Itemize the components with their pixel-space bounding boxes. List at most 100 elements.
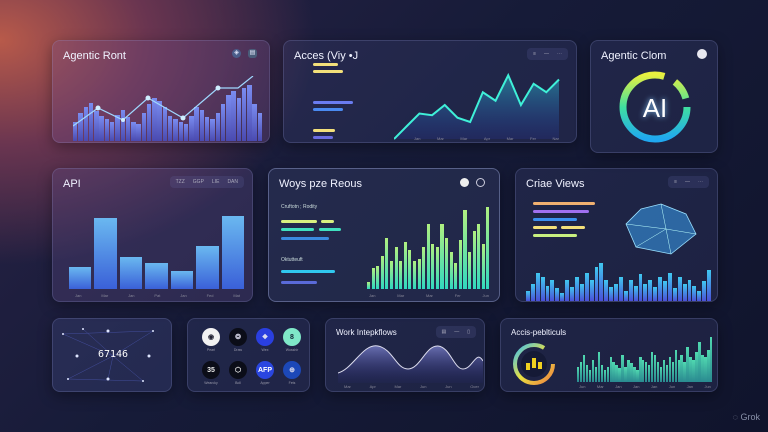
menu-button[interactable]: ≡ <box>533 51 536 57</box>
bar <box>178 122 184 141</box>
bar <box>663 281 667 301</box>
bar <box>94 218 117 289</box>
app-icon-pearl[interactable]: ◉ <box>202 328 220 346</box>
app-icon-apper[interactable]: AFP <box>256 361 274 379</box>
bar <box>658 276 663 301</box>
bar <box>486 206 490 289</box>
bar-chart <box>367 205 491 289</box>
panel-toolbar: TZZ GGP LIE DAN <box>169 176 244 188</box>
bar <box>604 280 609 301</box>
bar <box>183 123 189 141</box>
bar <box>431 244 435 289</box>
bar <box>145 262 168 289</box>
bar <box>606 367 610 382</box>
bar <box>627 359 630 382</box>
bar <box>477 223 481 289</box>
bar <box>146 103 152 141</box>
bar-chart <box>526 259 712 301</box>
bar <box>633 367 636 382</box>
app-label: Pearl <box>206 348 216 352</box>
bar <box>628 280 633 301</box>
ai-label: AI <box>642 93 668 123</box>
bar <box>199 110 205 141</box>
bar <box>119 256 143 289</box>
bar <box>615 364 618 382</box>
bar <box>173 119 178 141</box>
minimize-button[interactable]: — <box>544 51 549 57</box>
bar <box>435 247 439 289</box>
bar <box>619 276 623 301</box>
network-panel: 67146 <box>52 318 172 392</box>
app-label: Boll <box>235 381 241 385</box>
bar <box>168 116 173 141</box>
app-icon-boll[interactable]: ⬡ <box>229 361 247 379</box>
bar <box>458 240 462 289</box>
app-label: Wearcky <box>204 381 218 385</box>
bar <box>710 337 713 382</box>
woys-panel: Woys pze Reous Cruftotn ; Rodity Oktutte… <box>268 168 500 302</box>
bar <box>697 290 702 301</box>
app-icon-wosshir[interactable]: 8 <box>283 328 301 346</box>
panel-title: Work Intepkflows <box>336 328 397 337</box>
bar <box>454 262 458 289</box>
wave-area-chart <box>338 345 483 383</box>
bar <box>630 363 633 382</box>
bar <box>636 369 639 382</box>
bar <box>686 347 689 382</box>
camera-icon[interactable] <box>460 178 469 187</box>
bar <box>653 287 658 301</box>
settings-icon[interactable]: ◈ <box>232 49 241 58</box>
bar <box>656 362 660 382</box>
panel-title: Accis-peblticuls <box>511 328 567 337</box>
bar <box>88 102 94 141</box>
bar <box>585 364 589 382</box>
bar <box>376 265 380 289</box>
bar <box>69 266 92 289</box>
bar <box>231 91 236 141</box>
settings-icon[interactable] <box>697 49 707 59</box>
bar <box>579 283 584 301</box>
bar <box>417 259 421 289</box>
agentic-clom-panel: Agentic Clom AI <box>590 40 718 153</box>
bar <box>680 354 683 382</box>
more-button[interactable]: ⋯ <box>557 51 562 57</box>
bar <box>78 113 83 141</box>
network-value: 67146 <box>97 349 129 360</box>
bar <box>584 273 589 301</box>
bar <box>422 247 426 289</box>
app-icon-fets[interactable]: ⊕ <box>283 361 301 379</box>
access-panel: Acces (Viy •J ≡ — ⋯ Jan Mar Mar Apr Mar Fer Nar <box>283 40 577 143</box>
bar <box>196 246 219 289</box>
bar <box>550 280 555 301</box>
bar <box>665 364 669 382</box>
bar <box>449 251 453 289</box>
bar <box>241 88 247 141</box>
bar <box>618 368 621 382</box>
panel-title: Woys pze Reous <box>279 178 362 190</box>
bar <box>600 364 604 382</box>
bar <box>221 216 244 289</box>
bar <box>609 287 614 301</box>
circle-icon[interactable] <box>476 178 485 187</box>
bar <box>399 261 403 289</box>
app-label: Wosshir <box>285 348 299 352</box>
bar <box>668 357 672 382</box>
app-icon-draw[interactable]: ❂ <box>229 328 247 346</box>
bookmark-icon[interactable]: ▤ <box>248 49 257 58</box>
agentic-ront-panel: Agentic Ront ◈ ▤ <box>52 40 270 143</box>
bar <box>642 359 645 382</box>
section-label: Cruftotn ; Rodity <box>281 204 318 210</box>
panel-title: Criae Views <box>526 178 585 190</box>
bar <box>582 354 586 382</box>
workflows-panel: Work Intepkflows ▤ — ▯ Mar Apr Mar Jun Jun Ocer <box>325 318 485 392</box>
bar <box>83 106 89 141</box>
bar <box>577 367 580 382</box>
app-icon-wex[interactable]: ❖ <box>256 328 274 346</box>
bar <box>650 352 654 382</box>
app-label: Apper <box>260 381 270 385</box>
bar <box>252 103 257 141</box>
app-icon-wearcky[interactable]: 35 <box>202 361 220 379</box>
bar <box>194 106 199 141</box>
bar <box>671 362 675 382</box>
app-label: Draw <box>233 348 243 352</box>
